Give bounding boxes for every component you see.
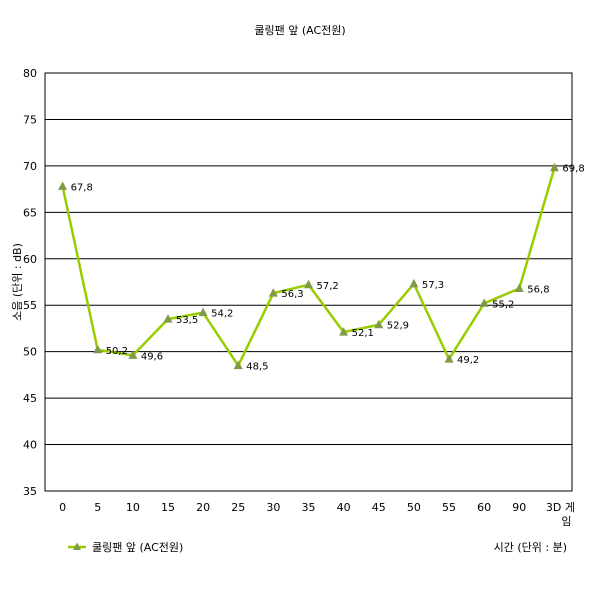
data-point-marker: [549, 162, 559, 172]
data-label: 56,3: [281, 289, 303, 300]
data-label: 56,8: [527, 285, 549, 296]
y-tick-labels: 35 40 45 50 55 60 65 70 75 80: [23, 67, 37, 498]
y-tick-label: 35: [23, 485, 37, 498]
series-line: [61, 167, 556, 367]
x-tick-label: 90: [512, 501, 526, 514]
data-label: 48,5: [246, 362, 268, 373]
data-point-marker: [128, 350, 138, 359]
x-tick-label: 60: [477, 501, 491, 514]
x-tick-label: 20: [196, 501, 210, 514]
data-labels: 67,8 50,2 49,6 53,5 54,2 48,5 56,3 57,2 52,1 52,9…: [71, 164, 585, 373]
data-label: 69,8: [562, 164, 584, 175]
y-tick-label: 40: [23, 439, 37, 452]
data-point-marker: [374, 319, 384, 329]
data-point-marker: [304, 279, 313, 289]
x-axis-label: 시간 (단위 : 분): [494, 541, 567, 554]
data-label: 49,6: [141, 351, 163, 362]
data-label: 49,2: [457, 355, 479, 366]
data-point-marker: [409, 278, 419, 288]
x-tick-label: 10: [126, 501, 140, 514]
data-point-marker: [163, 314, 173, 323]
y-tick-label: 75: [23, 113, 37, 126]
data-point-marker: [444, 354, 454, 363]
data-label: 57,3: [422, 280, 444, 291]
data-point-marker: [58, 181, 68, 190]
x-tick-label: 15: [161, 501, 175, 514]
x-tick-label: 3D 게: [546, 501, 575, 514]
x-tick-label: 45: [372, 501, 386, 514]
data-label: 67,8: [71, 182, 93, 193]
data-label: 54,2: [211, 309, 233, 320]
data-label: 55,2: [492, 299, 514, 310]
series-markers: [58, 162, 559, 370]
x-tick-label: 40: [337, 501, 351, 514]
x-tick-labels: 0 5 10 15 20 25 30 35 40 45 50 55 60 90 3D 게임: [59, 501, 575, 528]
legend-label: 쿨링팬 앞 (AC전원): [92, 541, 183, 554]
x-tick-label: 35: [302, 501, 316, 514]
plot-area: [44, 72, 573, 492]
chart-title: 쿨링팬 앞 (AC전원): [254, 24, 345, 37]
data-point-marker: [233, 360, 243, 370]
x-tick-label-cont: 임: [561, 515, 571, 528]
x-tick-label: 0: [59, 501, 66, 514]
x-tick-label: 30: [266, 501, 280, 514]
y-tick-label: 60: [23, 253, 37, 266]
x-tick-label: 55: [442, 501, 456, 514]
data-label: 52,9: [387, 321, 409, 332]
y-tick-label: 80: [23, 67, 37, 80]
y-tick-label: 70: [23, 160, 37, 173]
y-tick-label: 55: [23, 299, 37, 312]
y-axis-label: 소음 (단위 : dB): [11, 243, 24, 321]
data-point-marker: [514, 283, 524, 293]
legend-marker-swatch: [73, 542, 81, 550]
x-tick-label: 5: [94, 501, 101, 514]
data-point-marker: [339, 327, 349, 336]
x-tick-label: 25: [231, 501, 245, 514]
data-label: 57,2: [317, 281, 339, 292]
data-label: 50,2: [106, 346, 128, 357]
data-point-marker: [479, 298, 489, 307]
data-point-marker: [93, 344, 103, 354]
y-tick-label: 45: [23, 392, 37, 405]
y-tick-label: 50: [23, 346, 37, 359]
data-label: 52,1: [352, 328, 374, 339]
data-label: 53,5: [176, 315, 198, 326]
legend: 쿨링팬 앞 (AC전원): [68, 541, 183, 554]
x-tick-label: 50: [407, 501, 421, 514]
data-point-marker: [198, 307, 208, 317]
y-tick-label: 65: [23, 206, 37, 219]
data-point-marker: [268, 288, 278, 297]
